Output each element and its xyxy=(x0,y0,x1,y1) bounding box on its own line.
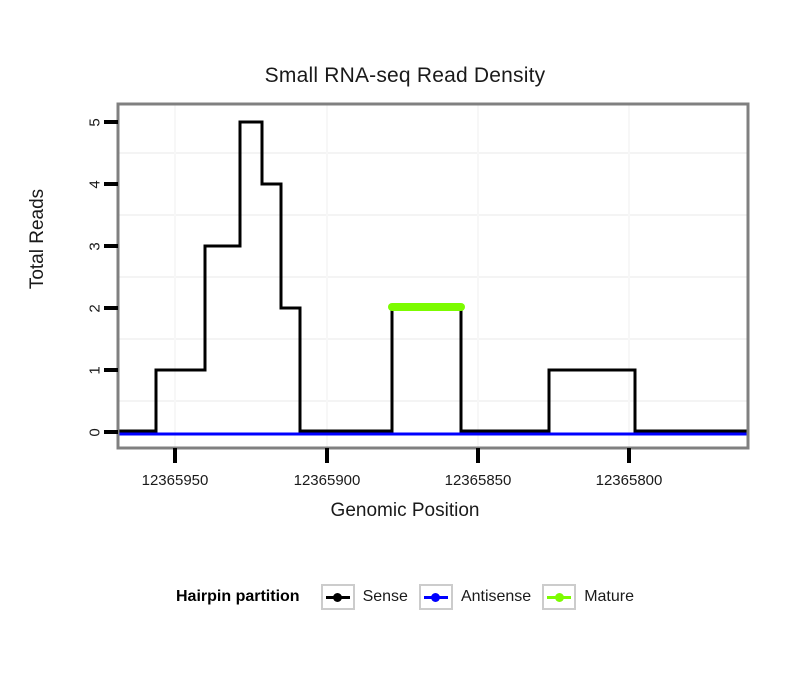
legend-entry-sense[interactable]: Sense xyxy=(320,584,408,610)
grid-lines xyxy=(119,105,747,447)
legend-key-sense-icon xyxy=(320,584,355,610)
y-axis-ticks xyxy=(104,120,118,434)
series-sense xyxy=(119,120,747,433)
x-tick-label: 12365800 xyxy=(595,472,663,489)
legend-entry-antisense[interactable]: Antisense xyxy=(418,584,532,610)
x-axis-ticks xyxy=(173,448,631,463)
legend-key-antisense-icon xyxy=(418,584,453,610)
chart-legend: Hairpin partition Sense Antisense Mature xyxy=(0,584,810,610)
legend-label-antisense: Antisense xyxy=(460,588,532,605)
chart-title: Small RNA-seq Read Density xyxy=(264,64,546,87)
legend-entry-mature[interactable]: Mature xyxy=(542,584,634,610)
legend-key-mature-icon xyxy=(542,584,577,610)
legend-title: Hairpin partition xyxy=(176,588,300,605)
x-tick-label: 12365850 xyxy=(444,472,512,489)
plot-frame xyxy=(116,102,750,450)
x-tick-label: 12365900 xyxy=(293,472,361,489)
x-tick-label: 12365950 xyxy=(141,472,209,489)
legend-label-sense: Sense xyxy=(362,588,408,605)
legend-label-mature: Mature xyxy=(584,588,634,605)
x-axis-label: Genomic Position xyxy=(330,500,480,521)
